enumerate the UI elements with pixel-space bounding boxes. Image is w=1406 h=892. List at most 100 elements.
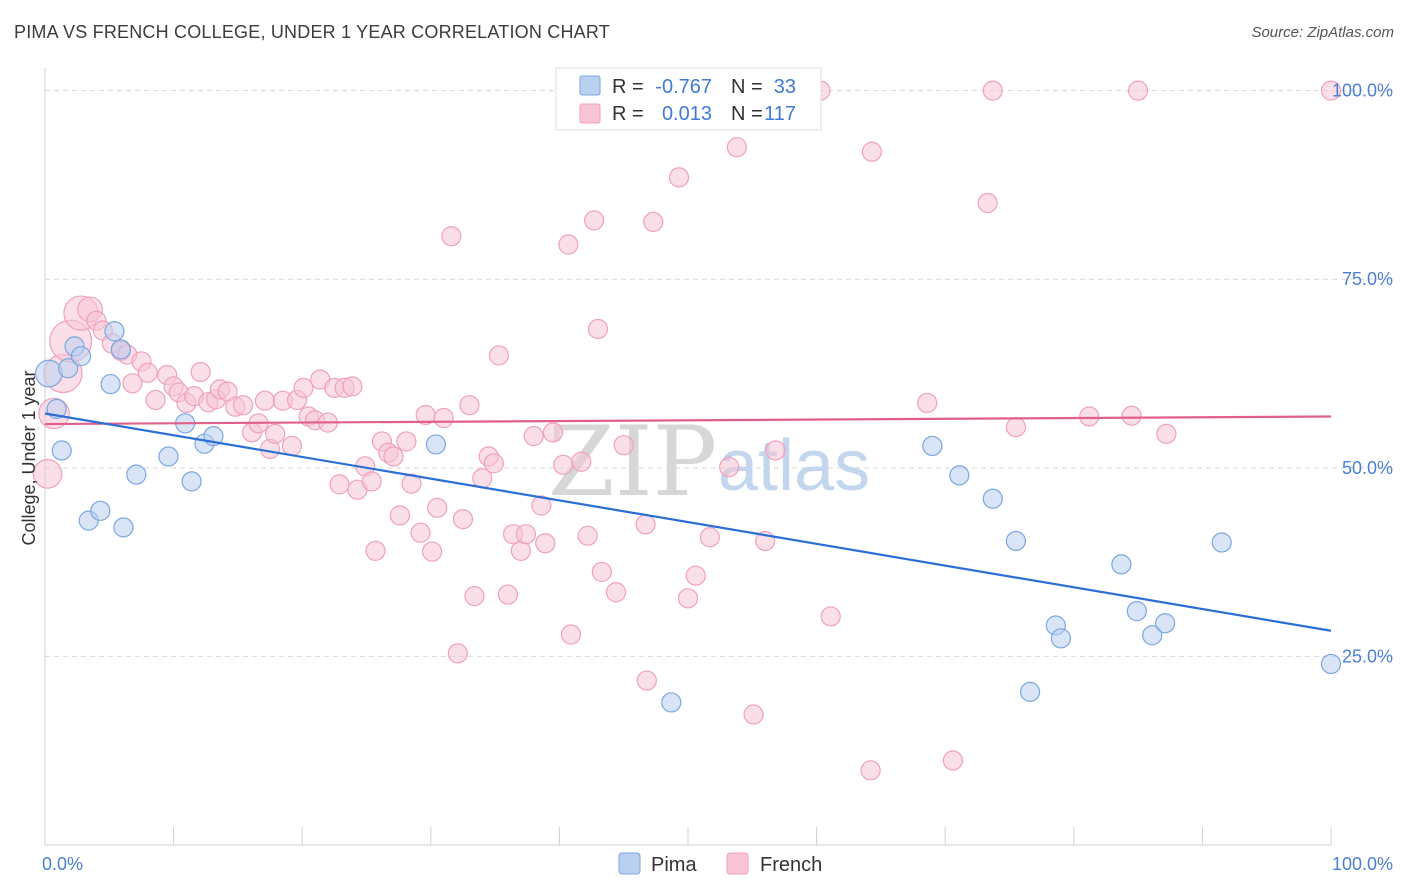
french-point (1005, 416, 1027, 438)
french-point (765, 440, 786, 461)
y-tick-label-100: 100.0% (1332, 81, 1393, 101)
french-point (401, 473, 422, 494)
french-point (635, 514, 656, 535)
french-point (421, 541, 443, 562)
french-point (396, 431, 417, 452)
legend-n-value-french: 117 (764, 103, 796, 125)
french-point (677, 588, 699, 609)
french-point (447, 643, 468, 664)
french-point (281, 435, 303, 457)
pima-point (90, 500, 111, 521)
french-point (699, 527, 720, 548)
x-axis-ticks (44, 827, 1332, 845)
chart-title: PIMA VS FRENCH COLLEGE, UNDER 1 YEAR COR… (14, 22, 610, 42)
french-point (726, 137, 747, 158)
pima-point (100, 373, 121, 395)
pima-point (113, 517, 134, 538)
french-point (553, 454, 574, 475)
bottom-legend-label-pima: Pima (651, 854, 697, 876)
bottom-legend-swatch-french (726, 852, 749, 875)
pima-point (110, 339, 131, 360)
french-point (531, 495, 552, 516)
french-point (591, 561, 612, 583)
pima-point (1126, 601, 1147, 622)
french-point (452, 509, 474, 530)
french-point (860, 760, 881, 781)
french-point (917, 392, 938, 414)
french-point (427, 497, 448, 518)
y-axis-title: College, Under 1 year (19, 370, 39, 545)
french-point (668, 167, 690, 188)
bottom-legend: Pima French (618, 852, 822, 876)
pima-point (425, 434, 447, 455)
french-point (365, 540, 386, 561)
pima-point (661, 692, 682, 713)
french-point (488, 345, 510, 366)
french-point (361, 471, 382, 492)
y-tick-label-25: 25.0% (1342, 646, 1393, 666)
french-point (535, 533, 556, 554)
french-point (523, 426, 544, 447)
pima-point (982, 488, 1003, 509)
french-point (587, 318, 609, 340)
french-point (605, 582, 627, 603)
watermark-atlas: atlas (718, 426, 870, 506)
french-point (643, 211, 664, 232)
french-point (329, 474, 350, 495)
french-point (265, 423, 286, 444)
french-point (441, 226, 462, 247)
source-label: Source: ZipAtlas.com (1251, 24, 1394, 41)
legend-n-value-pima: 33 (774, 76, 796, 98)
french-point (571, 451, 592, 472)
french-point (977, 192, 998, 214)
pima-point (158, 446, 179, 467)
pima-point (1005, 530, 1027, 552)
french-point (1127, 80, 1149, 101)
pima-point (1019, 681, 1041, 702)
pima-points (34, 321, 1342, 713)
french-point (719, 456, 740, 478)
french-point (982, 80, 1003, 101)
legend-swatch-french (579, 103, 601, 124)
french-point (190, 361, 211, 383)
french-point (743, 704, 764, 725)
french-point (232, 395, 254, 416)
french-point (861, 141, 882, 162)
pima-point (1211, 532, 1232, 553)
french-point (483, 453, 504, 474)
legend-r-value-french: 0.013 (662, 103, 712, 125)
pima-point (70, 346, 92, 367)
french-point (584, 210, 605, 231)
french-point (542, 422, 564, 443)
pima-point (51, 440, 72, 461)
y-tick-labels: 25.0% 50.0% 75.0% 100.0% (1332, 81, 1393, 667)
french-point (122, 373, 143, 394)
french-point (497, 584, 519, 605)
french-point (1079, 406, 1100, 427)
legend-swatch-pima (579, 75, 601, 96)
french-point (636, 670, 657, 691)
french-point (515, 524, 537, 545)
bottom-legend-swatch-pima (618, 852, 641, 875)
pima-point (58, 358, 79, 379)
french-point (577, 525, 598, 546)
french-point (389, 505, 411, 526)
french-point (942, 750, 964, 771)
french-point (342, 376, 363, 397)
french-point (1156, 423, 1177, 444)
gridlines (45, 90, 1392, 657)
pima-point (181, 471, 202, 492)
legend-r-label-pima: R = (612, 76, 644, 98)
legend-n-label-french: N = (731, 103, 763, 125)
pima-point (1155, 613, 1176, 634)
pima-point (1142, 625, 1163, 646)
pima-point (34, 359, 63, 388)
french-point (560, 624, 582, 645)
pima-point (1050, 628, 1072, 649)
french-point (145, 389, 166, 411)
french-point (293, 377, 314, 398)
legend-n-label-pima: N = (731, 76, 763, 98)
french-point (383, 446, 404, 467)
french-point (410, 522, 431, 543)
